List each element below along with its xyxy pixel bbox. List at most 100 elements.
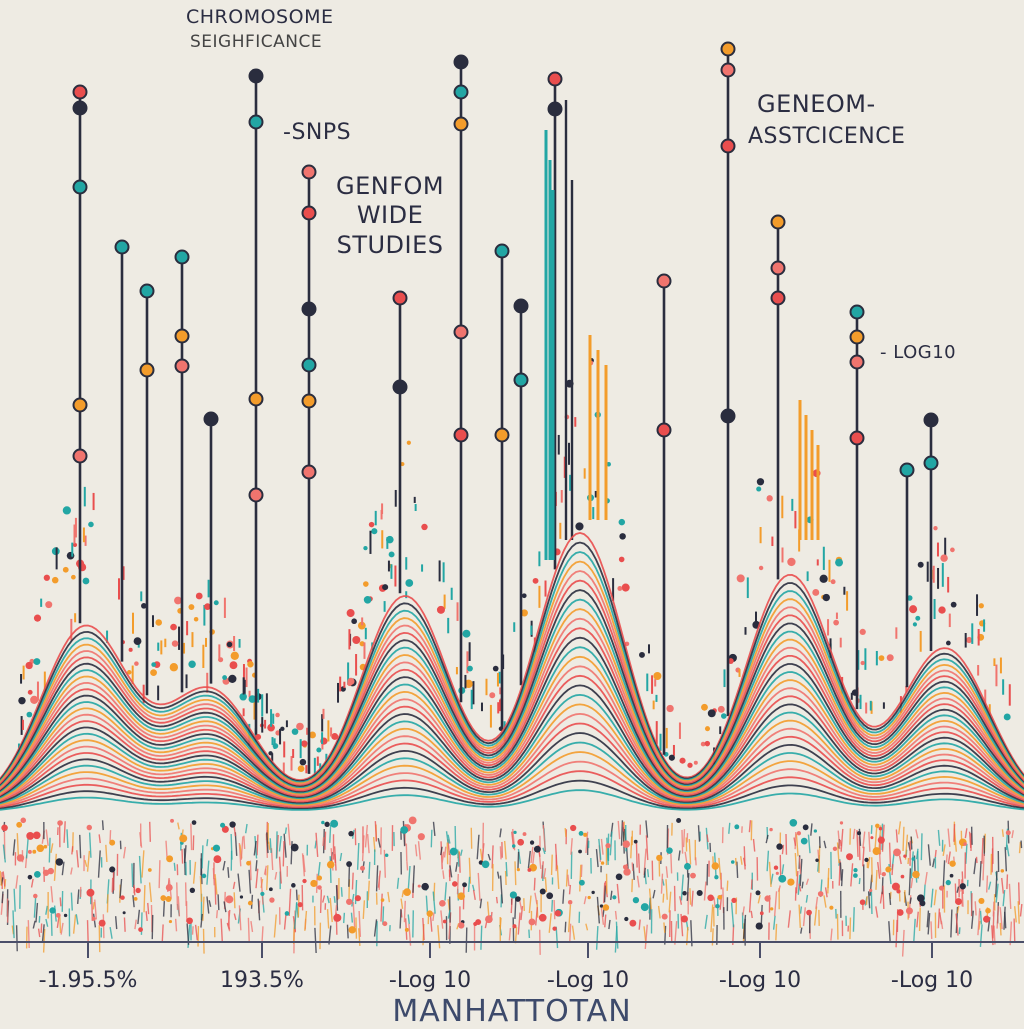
snp-point [1004, 713, 1011, 720]
noise-stroke [518, 852, 519, 869]
noise-stroke [256, 869, 258, 889]
noise-stroke [474, 890, 476, 900]
noise-stroke [358, 843, 359, 870]
noise-dot [912, 871, 920, 879]
snp-point [757, 478, 764, 485]
right-title-2: ASSTCICENCE [748, 126, 905, 148]
noise-stroke [978, 908, 980, 935]
noise-stroke [178, 823, 179, 830]
snp-point [347, 678, 354, 685]
noise-stroke [841, 829, 843, 852]
noise-stroke [982, 838, 983, 864]
noise-dot [656, 855, 662, 861]
noise-stroke [617, 884, 619, 903]
snp-point [493, 666, 499, 672]
noise-stroke [124, 917, 125, 931]
noise-dot [707, 894, 714, 901]
snp-point [141, 364, 154, 377]
noise-dot [583, 833, 587, 837]
noise-stroke [142, 850, 144, 877]
noise-stroke [46, 906, 48, 915]
noise-stroke [49, 838, 50, 863]
noise-stroke [116, 916, 117, 929]
noise-dot [213, 855, 221, 863]
noise-dot [666, 847, 673, 854]
snp-point [34, 615, 41, 622]
noise-dot [317, 885, 321, 889]
noise-stroke [826, 887, 828, 897]
noise-stroke [938, 909, 939, 929]
noise-stroke [150, 882, 152, 902]
noise-stroke [71, 868, 72, 875]
noise-stroke [840, 862, 841, 880]
noise-stroke [54, 854, 56, 881]
noise-dot [949, 860, 955, 866]
noise-stroke [664, 922, 665, 932]
noise-dot [682, 891, 686, 895]
noise-stroke [36, 903, 37, 922]
noise-stroke [597, 926, 598, 950]
noise-stroke [378, 838, 380, 847]
noise-stroke [811, 823, 812, 835]
noise-stroke [51, 886, 52, 902]
noise-stroke [191, 824, 192, 851]
noise-dot [764, 895, 770, 901]
noise-stroke [291, 841, 292, 864]
noise-dot [37, 844, 45, 852]
noise-dot [409, 816, 417, 824]
noise-stroke [815, 906, 817, 925]
noise-dot [833, 847, 837, 851]
noise-stroke [388, 892, 389, 902]
snp-point [737, 574, 745, 582]
noise-dot [120, 895, 125, 900]
noise-stroke [275, 872, 276, 880]
noise-stroke [616, 911, 617, 920]
noise-dot [770, 907, 773, 910]
noise-dot [776, 872, 779, 875]
noise-dot [346, 899, 352, 905]
noise-stroke [646, 835, 647, 860]
noise-stroke [447, 831, 449, 843]
noise-stroke [661, 874, 662, 894]
noise-stroke [584, 896, 586, 904]
noise-dot [897, 909, 904, 916]
noise-stroke [770, 862, 772, 887]
snp-point [196, 593, 203, 600]
noise-stroke [997, 906, 998, 929]
noise-dot [840, 821, 843, 824]
noise-stroke [55, 906, 57, 922]
noise-stroke [611, 891, 612, 900]
noise-stroke [869, 891, 870, 908]
noise-stroke [804, 907, 806, 926]
snp-point [250, 393, 263, 406]
noise-dot [134, 897, 138, 901]
snp-point [71, 575, 76, 580]
snp-point [275, 713, 279, 717]
noise-stroke [327, 896, 329, 903]
noise-stroke [61, 923, 63, 935]
noise-stroke [549, 913, 551, 932]
snp-point [386, 536, 394, 544]
gwas-line-3: STUDIES [336, 231, 444, 260]
noise-stroke [274, 914, 276, 937]
noise-stroke [77, 850, 79, 867]
noise-stroke [692, 891, 693, 907]
noise-stroke [138, 910, 140, 924]
noise-stroke [285, 914, 286, 930]
ridge-line [0, 543, 1024, 782]
x-tick-label: -Log 10 [891, 968, 973, 993]
noise-stroke [506, 862, 507, 876]
noise-stroke [941, 921, 942, 929]
noise-stroke [132, 863, 133, 887]
noise-stroke [816, 897, 818, 909]
noise-stroke [563, 889, 564, 903]
noise-dot [220, 823, 225, 828]
noise-stroke [943, 844, 945, 855]
noise-dot [906, 907, 913, 914]
snp-point [619, 533, 626, 540]
noise-dot [774, 866, 778, 870]
noise-stroke [1015, 906, 1017, 922]
noise-dot [190, 888, 195, 893]
noise-stroke [64, 821, 65, 843]
snp-point [394, 381, 407, 394]
